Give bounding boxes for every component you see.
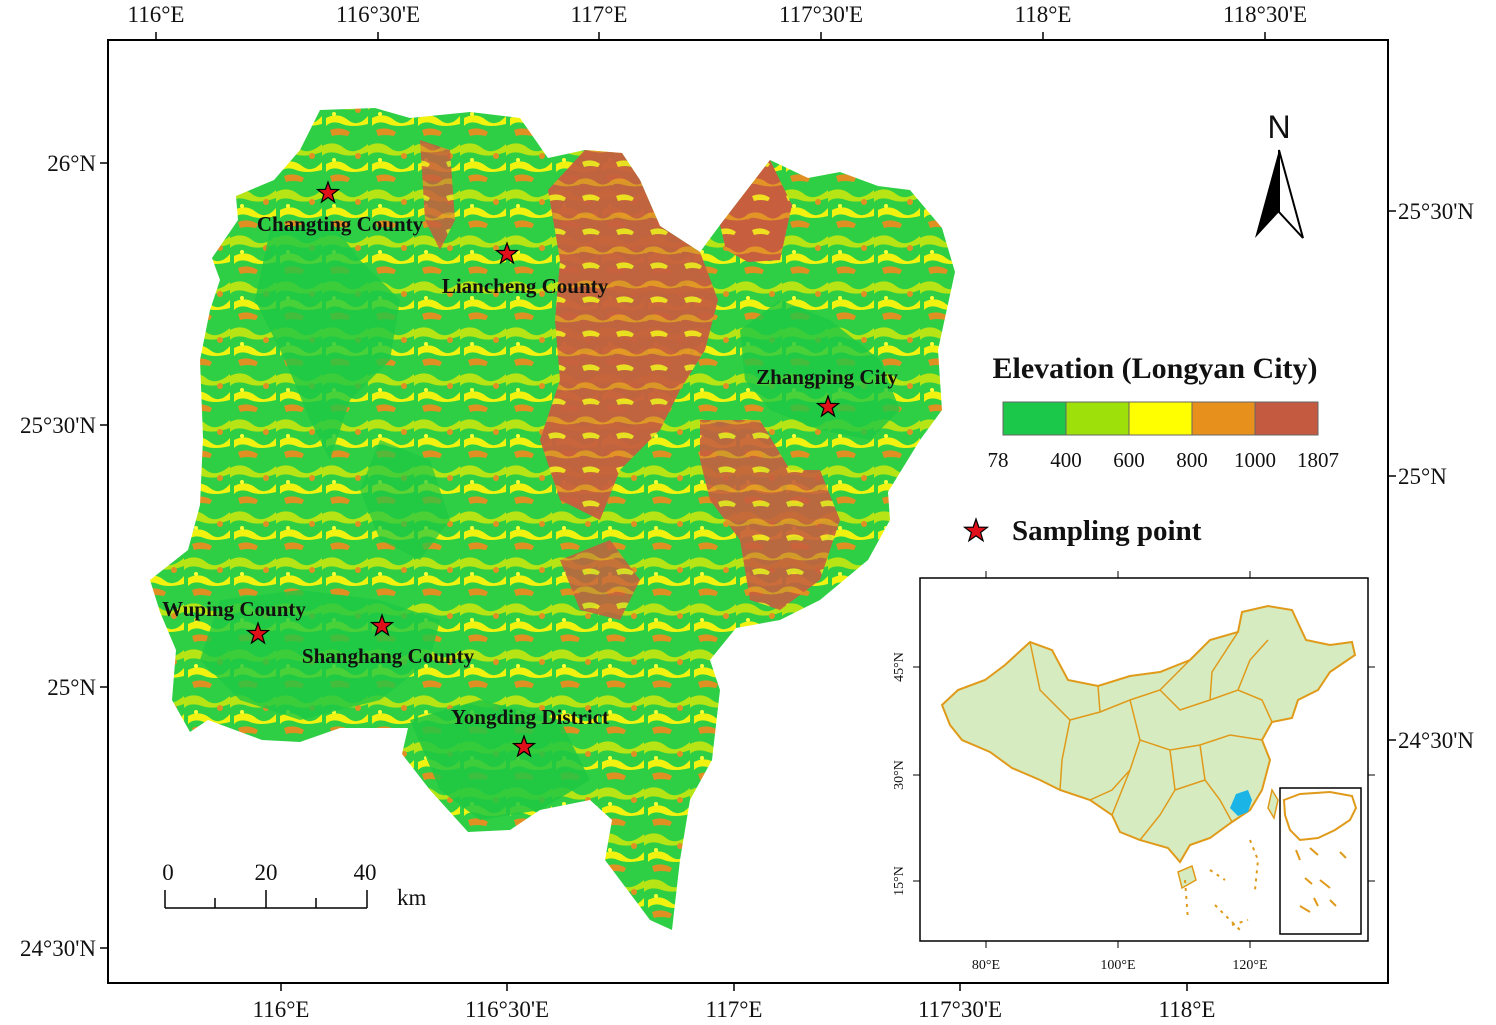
star-icon [962,517,990,543]
right-tick-label: 25°30'N [1398,199,1474,224]
legend-break: 1000 [1234,448,1276,472]
legend-swatch [1128,401,1193,436]
left-tick-label: 25°N [47,675,96,700]
inset-lat-label: 45°N [892,652,907,682]
legend-swatch [1065,401,1130,436]
legend-break: 400 [1050,448,1082,472]
top-tick-label: 117°E [571,2,628,27]
scale-unit: km [397,885,427,910]
inset-lon-label: 80°E [972,958,1000,973]
star-marker-zhangping [815,394,841,418]
right-axis: 25°30'N 25°N 24°30'N [1388,199,1474,753]
scale-tick-label: 20 [255,860,278,885]
left-axis: 26°N 25°30'N 25°N 24°30'N [20,151,108,961]
right-tick-label: 24°30'N [1398,728,1474,753]
bottom-tick-label: 116°30'E [465,997,549,1022]
legend-break: 600 [1113,448,1145,472]
scale-tick-label: 40 [354,860,377,885]
site-label-liancheng: Liancheng County [442,274,609,298]
sampling-point-legend: Sampling point [962,515,1202,547]
china-inset-map: 80°E 100°E 120°E 45°N 30°N 15°N [892,571,1375,973]
north-arrow-icon [1255,150,1279,238]
legend-swatch [1191,401,1256,436]
study-area-highlight [1230,790,1252,816]
left-tick-label: 26°N [47,151,96,176]
legend-title: Elevation (Longyan City) [992,352,1317,385]
scale-tick-label: 0 [162,860,174,885]
legend-swatch [1254,401,1319,436]
legend-swatch [1002,401,1067,436]
star-marker-liancheng [494,241,520,265]
star-marker-shanghang [369,613,395,637]
site-label-changting: Changting County [257,212,424,236]
star-marker-wuping [245,621,271,645]
top-tick-label: 116°E [128,2,185,27]
top-tick-label: 118°E [1015,2,1072,27]
sampling-point-label: Sampling point [1012,515,1202,547]
bottom-tick-label: 116°E [253,997,310,1022]
south-china-sea-islands [1184,839,1260,931]
inset-lon-label: 120°E [1232,958,1267,973]
site-label-yongding: Yongding District [451,705,609,729]
bottom-tick-label: 117°E [706,997,763,1022]
north-arrow-label: N [1267,109,1290,145]
bottom-tick-label: 118°E [1159,997,1216,1022]
site-label-shanghang: Shanghang County [302,644,475,668]
bottom-tick-label: 117°30'E [918,997,1002,1022]
map-frame [107,39,1389,984]
inset-lon-label: 100°E [1100,958,1135,973]
sampling-sites: Changting County Liancheng County Zhangp… [162,180,898,758]
bottom-axis: 116°E 116°30'E 117°E 117°30'E 118°E [253,983,1216,1022]
left-tick-label: 24°30'N [20,936,96,961]
legend-break: 1807 [1297,448,1339,472]
top-tick-label: 118°30'E [1223,2,1307,27]
hainan-island [1177,864,1197,890]
elevation-legend: Elevation (Longyan City) 78 400 600 800 … [988,352,1340,472]
north-arrow: N [1255,109,1304,239]
left-tick-label: 25°30'N [20,413,96,438]
scale-bar: 0 20 40 km [162,860,426,910]
top-tick-label: 116°30'E [336,2,420,27]
top-axis: 116°E 116°30'E 117°E 117°30'E 118°E 118°… [128,2,1307,40]
right-tick-label: 25°N [1398,464,1447,489]
inset-lat-label: 15°N [892,866,907,896]
legend-break: 78 [988,448,1009,472]
china-outline [940,604,1357,864]
inset-lat-label: 30°N [892,760,907,790]
taiwan-island [1267,788,1279,820]
legend-break: 800 [1176,448,1208,472]
site-label-zhangping: Zhangping City [756,365,898,389]
nine-dash-line-box [1279,787,1362,935]
star-marker-changting [315,180,341,204]
star-marker-yongding [511,734,537,758]
top-tick-label: 117°30'E [779,2,863,27]
longyan-elevation-map [150,108,955,930]
site-label-wuping: Wuping County [162,597,306,621]
